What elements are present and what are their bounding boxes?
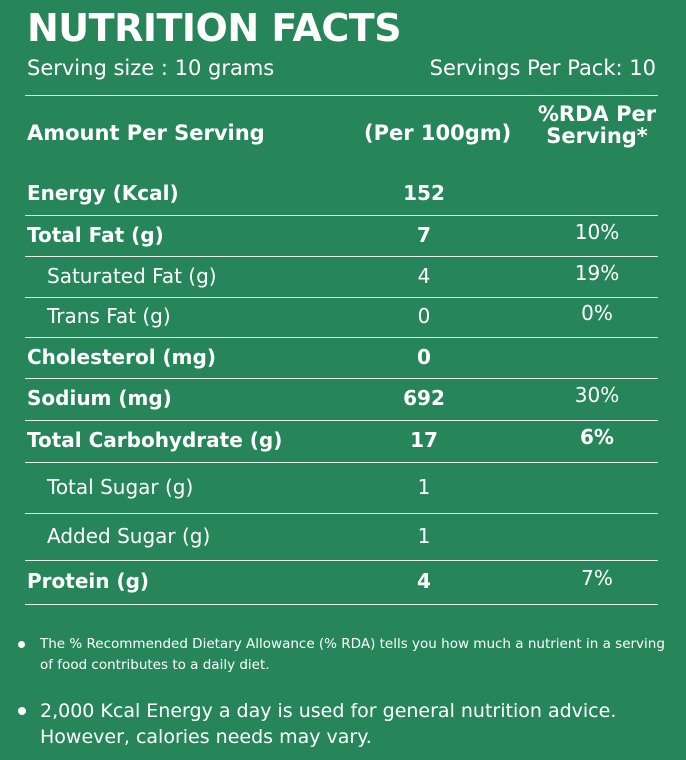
nutrient-name: Trans Fat (g)	[47, 304, 171, 328]
bullet	[18, 707, 26, 715]
rule	[25, 256, 658, 257]
nutrient-name: Total Carbohydrate (g)	[27, 428, 283, 452]
rule	[25, 462, 658, 463]
rda-value: 19%	[574, 260, 620, 285]
rule	[25, 604, 658, 605]
rule	[25, 560, 658, 561]
rda-value: 7%	[581, 566, 613, 590]
per-100g-value: 1	[417, 474, 431, 499]
column-header: %RDA Per Serving*	[537, 102, 657, 148]
nutrient-name: Total Fat (g)	[27, 222, 164, 247]
per-100g-value: 0	[417, 344, 431, 369]
per-100g-value: 1	[417, 523, 431, 548]
rda-value: 6%	[580, 425, 614, 449]
footnote: 2,000 Kcal Energy a day is used for gene…	[40, 700, 617, 748]
serving-size: Serving size : 10 grams	[27, 56, 275, 80]
column-header: (Per 100gm)	[364, 121, 512, 145]
rule	[25, 215, 658, 216]
nutrient-name: Sodium (mg)	[27, 386, 172, 410]
per-100g-value: 692	[403, 386, 445, 410]
rule	[25, 378, 658, 379]
rda-value: 30%	[574, 383, 620, 407]
nutrient-name: Cholesterol (mg)	[27, 344, 216, 369]
per-100g-value: 0	[417, 304, 431, 328]
rda-value: 0%	[581, 301, 613, 325]
nutrient-name: Saturated Fat (g)	[47, 263, 217, 288]
column-header: Amount Per Serving	[27, 121, 265, 145]
title: NUTRITION FACTS	[27, 6, 402, 50]
rule	[25, 297, 658, 298]
footnote: The % Recommended Dietary Allowance (% R…	[40, 636, 665, 673]
per-100g-value: 7	[417, 222, 431, 247]
nutrient-name: Total Sugar (g)	[47, 474, 194, 499]
per-100g-value: 4	[417, 263, 431, 288]
nutrient-name: Energy (Kcal)	[27, 180, 179, 205]
per-100g-value: 17	[410, 428, 438, 452]
rule	[25, 513, 658, 514]
per-100g-value: 4	[417, 569, 431, 593]
rule	[25, 420, 658, 421]
rda-value: 10%	[574, 219, 620, 244]
servings-per-pack: Servings Per Pack: 10	[429, 56, 656, 80]
per-100g-value: 152	[403, 180, 445, 205]
rule	[25, 95, 658, 96]
bullet	[18, 641, 25, 648]
nutrient-name: Added Sugar (g)	[47, 523, 211, 548]
nutrient-name: Protein (g)	[27, 569, 150, 593]
rule	[25, 337, 658, 338]
